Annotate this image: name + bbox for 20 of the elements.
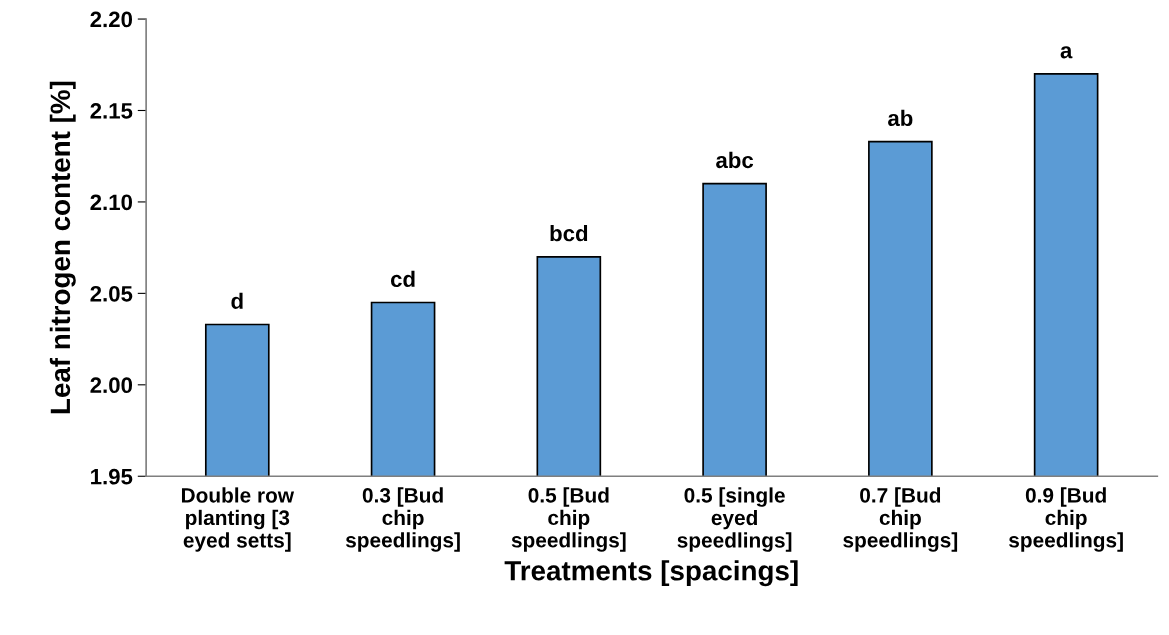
x-tick-label: 0.7 [Bud chip speedlings]	[843, 487, 958, 552]
x-tick-label: 0.3 [Bud chip speedlings]	[345, 487, 460, 552]
x-tick-label: 0.9 [Bud chip speedlings]	[1008, 487, 1123, 552]
y-tick-label: 2.15	[90, 103, 133, 119]
annotation: cd	[390, 270, 415, 288]
annotation: d	[231, 292, 243, 309]
x-tick-label: 0.5 [single eyed speedlings]	[677, 487, 792, 552]
y-tick-label: 2.00	[90, 377, 133, 394]
annotation: a	[1060, 46, 1073, 59]
x-tick-label: 0.5 [Bud chip speedlings]	[511, 487, 626, 552]
annotation: bcd	[550, 224, 588, 242]
y-tick-label: 2.20	[90, 11, 133, 28]
x-tick-label: Double row planting [3 eyed setts]	[181, 487, 295, 552]
y-axis-title: Leaf nitrogen content [%]	[49, 81, 76, 414]
y-tick-label: 2.10	[90, 194, 133, 211]
x-axis-title: Treatments [spacings]	[504, 560, 798, 587]
y-tick-label: 2.05	[90, 285, 133, 302]
y-tick-label: 1.95	[91, 468, 133, 485]
annotation: ab	[888, 109, 913, 127]
annotation: abc	[716, 151, 754, 169]
